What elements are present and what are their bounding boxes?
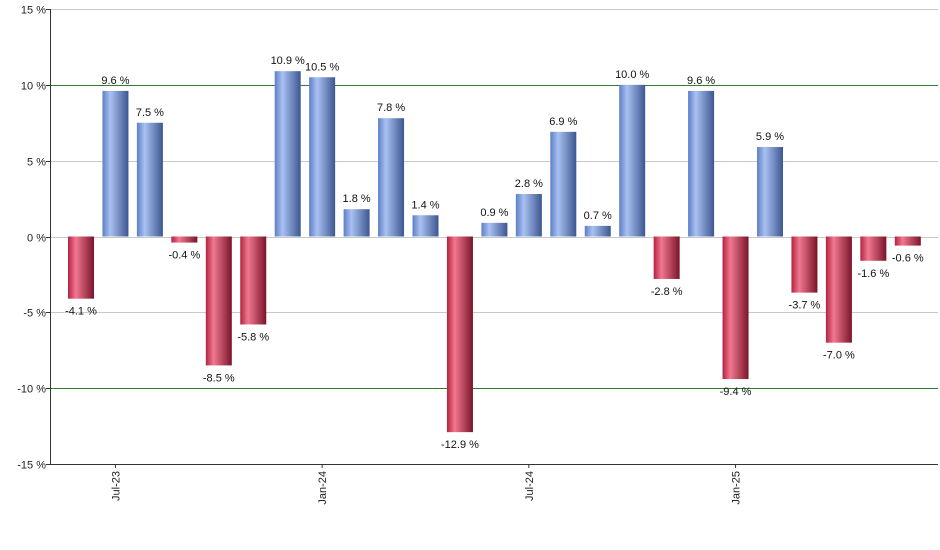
y-tick-label: -15 %: [17, 460, 46, 472]
bar-value-label: -0.6 %: [892, 253, 924, 265]
bar-value-label: -1.6 %: [857, 268, 889, 280]
bar-positive: [102, 90, 129, 237]
bar-positive: [584, 225, 611, 237]
bar-value-label: -7.0 %: [823, 350, 855, 362]
bar-value-label: 1.4 %: [411, 199, 439, 211]
bar-negative: [653, 236, 680, 279]
bar-value-label: 10.5 %: [305, 61, 339, 73]
bar-negative: [722, 236, 749, 380]
axis-layer: 15 % 10 % 5 % 0 % -5 % -10 % -15 % Jul-23 Jan-24…: [17, 5, 938, 505]
bar-negative: [825, 236, 852, 343]
bar-negative: [894, 236, 921, 246]
bar-value-label: -3.7 %: [789, 300, 821, 312]
labels-layer: -4.1 % 9.6 % 7.5 % -0.4 % -8.5 % -5.8 % 10.9 %…: [65, 55, 924, 451]
bar-value-label: -9.4 %: [720, 386, 752, 398]
bar-negative: [68, 236, 94, 299]
bar-positive: [515, 194, 542, 237]
bar-value-label: -0.4 %: [168, 250, 200, 262]
bar-positive: [309, 77, 336, 237]
bar-positive: [550, 131, 577, 237]
bar-value-label: 10.0 %: [615, 69, 649, 81]
bar-value-label: 7.5 %: [136, 107, 164, 119]
x-tick-label: Jul-24: [524, 471, 536, 501]
bar-value-label: -12.9 %: [441, 439, 479, 451]
x-tick-label: Jan-25: [731, 471, 743, 505]
bar-negative: [446, 236, 473, 433]
x-tick-label: Jul-23: [110, 471, 122, 501]
x-tick-label: Jan-24: [317, 471, 329, 505]
bar-positive: [619, 84, 646, 237]
bar-value-label: 7.8 %: [377, 102, 405, 114]
bar-value-label: 0.9 %: [480, 207, 508, 219]
bar-negative: [791, 236, 818, 293]
bar-positive: [136, 122, 163, 237]
bar-value-label: 5.9 %: [756, 131, 784, 143]
bar-negative: [205, 236, 232, 366]
bar-positive: [757, 147, 783, 237]
bars-layer: [68, 71, 921, 433]
y-tick-label: 10 %: [21, 81, 46, 93]
bar-value-label: 2.8 %: [515, 178, 543, 190]
bar-negative: [171, 236, 198, 243]
bar-negative: [860, 236, 887, 261]
bar-negative: [240, 236, 267, 325]
bar-positive: [688, 90, 715, 237]
bar-positive: [412, 215, 439, 237]
bar-value-label: -2.8 %: [651, 286, 683, 298]
y-tick-label: -5 %: [23, 308, 46, 320]
bar-positive: [378, 118, 405, 237]
bar-value-label: 10.9 %: [271, 55, 305, 67]
bar-value-label: 9.6 %: [101, 75, 129, 87]
bar-value-label: 6.9 %: [549, 116, 577, 128]
bar-value-label: -8.5 %: [203, 372, 235, 384]
y-tick-label: 0 %: [27, 233, 46, 245]
bar-value-label: 0.7 %: [584, 210, 612, 222]
bar-value-label: 9.6 %: [687, 75, 715, 87]
bar-value-label: 1.8 %: [343, 193, 371, 205]
bar-value-label: -4.1 %: [65, 306, 97, 318]
y-tick-label: -10 %: [17, 384, 46, 396]
y-tick-label: 5 %: [27, 157, 46, 169]
bar-value-label: -5.8 %: [237, 331, 269, 343]
bar-positive: [274, 71, 301, 237]
y-tick-label: 15 %: [21, 5, 46, 17]
bar-positive: [343, 209, 370, 237]
bar-positive: [481, 222, 508, 237]
